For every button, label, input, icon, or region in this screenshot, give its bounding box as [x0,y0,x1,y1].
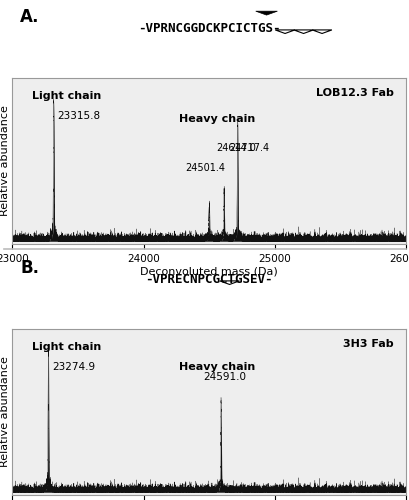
Text: 23315.8: 23315.8 [58,111,101,121]
Text: -VPRECNPCGCTGSEV-: -VPRECNPCGCTGSEV- [145,272,272,285]
Polygon shape [293,30,312,34]
Polygon shape [312,30,331,34]
Text: 24501.4: 24501.4 [185,162,225,172]
Text: Heavy chain: Heavy chain [178,114,254,124]
Polygon shape [255,11,277,15]
Y-axis label: Relative abundance: Relative abundance [0,106,9,216]
Text: 24717.4: 24717.4 [229,142,269,152]
Text: LOB12.3 Fab: LOB12.3 Fab [315,88,393,98]
Text: Light chain: Light chain [32,91,101,101]
Polygon shape [219,281,239,284]
Text: 3H3 Fab: 3H3 Fab [343,339,393,349]
Text: -VPRNCGGDCKPCICTGS-: -VPRNCGGDCKPCICTGS- [137,22,280,35]
Text: B.: B. [20,259,39,277]
Polygon shape [274,30,294,34]
Text: Light chain: Light chain [32,342,101,352]
Text: A.: A. [20,8,40,26]
Text: 24591.0: 24591.0 [203,372,246,382]
Text: 24614.0: 24614.0 [216,142,255,152]
X-axis label: Deconvoluted mass (Da): Deconvoluted mass (Da) [140,266,277,276]
Text: 23274.9: 23274.9 [52,362,95,372]
Y-axis label: Relative abundance: Relative abundance [0,356,9,468]
Text: Heavy chain: Heavy chain [178,362,254,372]
